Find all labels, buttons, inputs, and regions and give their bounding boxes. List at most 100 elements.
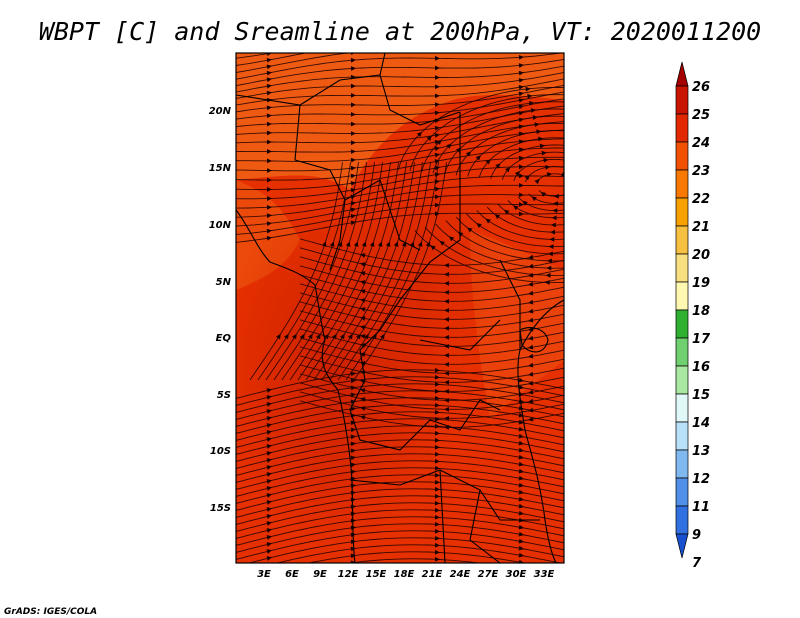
streamline (236, 467, 564, 497)
streamline-arrow (360, 307, 366, 312)
streamline-arrow (350, 57, 356, 63)
streamline-arrow (545, 164, 551, 170)
streamline-arrow (494, 214, 501, 220)
streamline (236, 53, 352, 73)
streamline-arrow (353, 241, 359, 247)
streamline-arrow (360, 325, 366, 330)
streamline-arrow (266, 458, 272, 463)
colorbar-label: 26 (692, 80, 710, 95)
streamline-arrow (360, 397, 366, 402)
streamline-arrow (361, 241, 367, 247)
streamline (236, 383, 564, 413)
streamline (299, 319, 564, 347)
streamline-arrow (485, 159, 491, 165)
streamline-arrow (329, 241, 335, 247)
streamline-arrow (434, 367, 440, 373)
streamline (236, 523, 564, 553)
streamline-arrow (528, 362, 534, 368)
streamline-arrow (339, 333, 345, 340)
streamline-arrow (518, 419, 524, 425)
streamline-arrow (266, 187, 272, 192)
streamline (299, 247, 564, 275)
streamline (273, 162, 367, 381)
streamline-arrow (266, 70, 272, 76)
streamline-arrow (570, 179, 575, 185)
streamline-arrow (640, 177, 645, 183)
streamline-arrow (266, 395, 272, 400)
streamline (299, 292, 564, 320)
streamline-arrow (266, 213, 272, 219)
streamline (236, 84, 564, 113)
streamline-arrow (444, 334, 450, 340)
streamline-arrow (350, 66, 356, 71)
colorbar-label: 21 (692, 220, 710, 235)
streamline-arrow (528, 263, 534, 269)
streamline-arrow (266, 444, 272, 449)
streamline-arrow (547, 258, 553, 264)
streamline-arrow (518, 98, 524, 103)
streamline (397, 86, 564, 284)
streamline-arrow (360, 271, 366, 276)
streamline-arrow (528, 407, 534, 413)
streamline-arrow (434, 55, 440, 61)
streamline-arrow (528, 281, 534, 287)
streamline-arrow (518, 54, 524, 60)
colorbar-label: 14 (692, 416, 710, 431)
streamline-arrow (632, 229, 639, 236)
streamline (236, 98, 564, 128)
streamline (236, 53, 308, 66)
streamline-arrow (434, 472, 440, 478)
streamline-arrow (350, 553, 356, 559)
streamline-arrow (350, 149, 356, 155)
streamline-arrow (393, 241, 399, 247)
streamline (236, 530, 564, 560)
country-borders (236, 53, 564, 563)
streamline-arrow (444, 415, 450, 421)
streamline-arrow (434, 211, 440, 217)
coastline-east-africa (517, 299, 564, 563)
streamline-arrow (547, 251, 553, 257)
streamline-arrow (607, 214, 614, 221)
streamline (236, 502, 564, 532)
streamline-arrow (550, 229, 556, 235)
streamline-arrow (350, 518, 356, 524)
streamline (236, 425, 564, 455)
streamline-arrow (640, 235, 647, 242)
streamline-arrow (360, 298, 366, 303)
border-line-5 (379, 53, 386, 76)
streamline-arrow (434, 437, 440, 443)
streamline-arrow (350, 420, 356, 426)
colorbar-segment (675, 169, 689, 199)
colorbar-segment (675, 85, 689, 115)
streamline-arrow (518, 91, 524, 97)
streamline-arrow (315, 333, 321, 340)
streamline-arrow (275, 333, 281, 340)
streamline-arrow (266, 64, 272, 70)
streamline-arrow (444, 298, 450, 304)
colorbar-label: 15 (692, 388, 710, 403)
streamline-arrow (568, 166, 575, 172)
border-line-9 (469, 489, 501, 563)
streamline-arrow (350, 180, 356, 186)
colorbar-segment (675, 309, 689, 339)
streamline-arrow (434, 500, 440, 506)
streamline-arrow (299, 333, 305, 340)
lon-axis: 3E 6E 9E 12E 15E 18E 21E 24E 27E 30E 33E (257, 569, 554, 580)
streamline-arrow (566, 188, 573, 195)
border-line-8 (439, 469, 446, 563)
streamline-arrow (550, 222, 556, 228)
streamline-arrow (467, 227, 473, 233)
streamline-arrow (360, 406, 366, 411)
colorbar-label: 18 (692, 304, 710, 319)
streamline-arrow (434, 556, 440, 562)
colorbar-label: 12 (692, 472, 710, 487)
streamline (525, 166, 564, 204)
streamline-arrow (360, 388, 366, 393)
streamline (329, 162, 423, 381)
colorbar-label: 11 (692, 500, 710, 515)
streamline-arrow (635, 116, 642, 122)
streamline-arrow (518, 454, 524, 460)
border-line-3 (294, 104, 346, 271)
streamline (299, 301, 564, 329)
streamline (501, 151, 564, 219)
